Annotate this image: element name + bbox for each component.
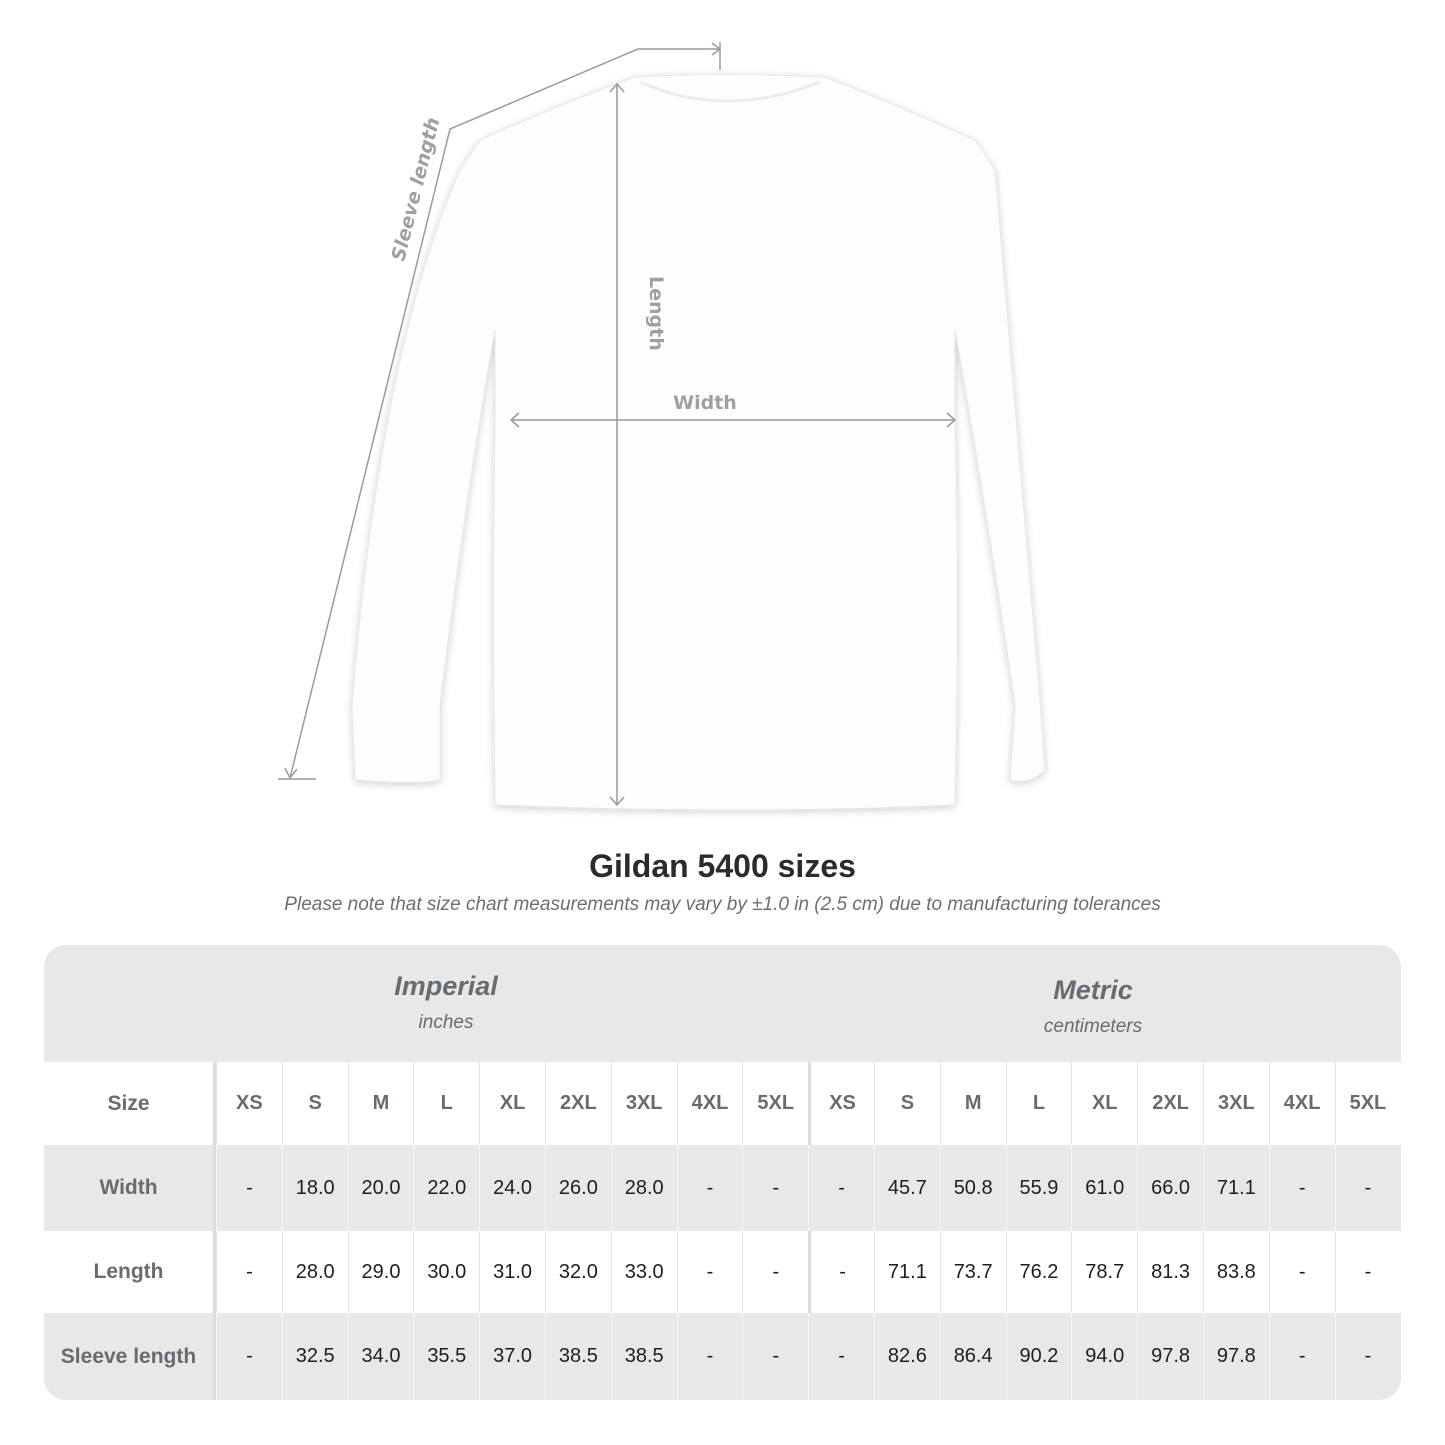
table-cell: 20.0 — [347, 1145, 414, 1231]
table-cell: 34.0 — [347, 1313, 414, 1400]
table-cell: 33.0 — [610, 1231, 677, 1313]
table-cell: 71.1 — [873, 1231, 940, 1313]
table-cell: 22.0 — [413, 1145, 479, 1231]
table-cell: 81.3 — [1137, 1231, 1203, 1313]
length-label: Length — [645, 276, 667, 351]
table-cell: 28.0 — [281, 1231, 348, 1313]
size-column-header: 3XL — [610, 1062, 677, 1145]
size-column-header: 4XL — [676, 1062, 743, 1145]
table-cell: 86.4 — [939, 1313, 1006, 1400]
shirt-illustration — [351, 74, 1046, 811]
table-cell: - — [216, 1231, 282, 1313]
table-cell: - — [742, 1313, 808, 1400]
imperial-title: Imperial — [394, 971, 498, 1001]
table-cell: - — [1268, 1145, 1335, 1231]
size-table: Imperial inches Metric centimeters Size X… — [44, 945, 1401, 1400]
table-cell: 32.5 — [281, 1313, 348, 1400]
size-column-header: 5XL — [742, 1062, 808, 1145]
table-cell: - — [676, 1145, 743, 1231]
table-cell: - — [808, 1313, 874, 1400]
table-cell: - — [676, 1313, 743, 1400]
size-column-header: 5XL — [1334, 1062, 1401, 1145]
table-cell: 28.0 — [610, 1145, 677, 1231]
table-cell: - — [216, 1145, 282, 1231]
imperial-header: Imperial inches — [216, 971, 676, 1034]
size-column-header: M — [347, 1062, 414, 1145]
table-cell: 78.7 — [1071, 1231, 1137, 1313]
table-cell: 50.8 — [939, 1145, 1006, 1231]
table-cell: - — [1268, 1313, 1335, 1400]
table-cell: 66.0 — [1137, 1145, 1203, 1231]
size-column-header: 2XL — [1137, 1062, 1203, 1145]
table-row: Sleeve length -32.5 34.0 35.5 37.0 38.5 38.5- -… — [44, 1313, 1401, 1400]
table-cell: 38.5 — [544, 1313, 611, 1400]
table-cell: - — [1334, 1231, 1401, 1313]
table-cell: 83.8 — [1202, 1231, 1269, 1313]
table-cell: 31.0 — [479, 1231, 545, 1313]
row-label: Length — [44, 1231, 216, 1313]
table-cell: 61.0 — [1071, 1145, 1137, 1231]
size-column-header: 3XL — [1202, 1062, 1269, 1145]
table-cell: 30.0 — [413, 1231, 479, 1313]
table-cell: 38.5 — [610, 1313, 677, 1400]
table-cell: 73.7 — [939, 1231, 1006, 1313]
size-column-header: XL — [1071, 1062, 1137, 1145]
table-cell: - — [1334, 1313, 1401, 1400]
size-column-header: 4XL — [1268, 1062, 1335, 1145]
table-cell: - — [742, 1145, 808, 1231]
tolerance-note: Please note that size chart measurements… — [284, 894, 1161, 915]
table-cell: 71.1 — [1202, 1145, 1269, 1231]
table-cell: 90.2 — [1005, 1313, 1072, 1400]
size-column-header: XS — [216, 1062, 282, 1145]
shirt-diagram: Sleeve length Length Width — [278, 42, 1046, 811]
table-cell: 97.8 — [1202, 1313, 1269, 1400]
row-label: Sleeve length — [44, 1313, 216, 1400]
table-cell: 94.0 — [1071, 1313, 1137, 1400]
table-cell: - — [216, 1313, 282, 1400]
table-cell: - — [742, 1231, 808, 1313]
table-cell: 18.0 — [281, 1145, 348, 1231]
metric-title: Metric — [1053, 975, 1133, 1005]
size-column-header: S — [873, 1062, 940, 1145]
table-cell: 37.0 — [479, 1313, 545, 1400]
size-column-header: 2XL — [544, 1062, 611, 1145]
width-label: Width — [673, 392, 737, 414]
size-column-header: XS — [808, 1062, 874, 1145]
table-cell: 32.0 — [544, 1231, 611, 1313]
page-title: Gildan 5400 sizes — [589, 848, 856, 884]
size-column-header: S — [281, 1062, 348, 1145]
size-column-header: M — [939, 1062, 1006, 1145]
table-cell: 45.7 — [873, 1145, 940, 1231]
table-cell: - — [676, 1231, 743, 1313]
table-cell: - — [808, 1231, 874, 1313]
unit-header — [44, 945, 1401, 1062]
table-cell: 76.2 — [1005, 1231, 1072, 1313]
size-header-row: Size XS S M L XL 2XL 3XL 4XL 5XL XS S M L XL 2XL 3XL 4XL 5… — [44, 1062, 1401, 1145]
table-row: Length -28.0 29.0 30.0 31.0 32.0 33.0- - -71.1 73… — [44, 1231, 1401, 1313]
size-label: Size — [44, 1062, 216, 1145]
table-cell: 55.9 — [1005, 1145, 1072, 1231]
size-column-header: L — [1005, 1062, 1072, 1145]
row-label: Width — [44, 1145, 216, 1231]
imperial-unit: inches — [418, 1012, 474, 1033]
table-cell: - — [1334, 1145, 1401, 1231]
table-cell: - — [1268, 1231, 1335, 1313]
table-cell: - — [808, 1145, 874, 1231]
metric-header: Metric centimeters — [808, 975, 1378, 1038]
table-cell: 24.0 — [479, 1145, 545, 1231]
table-cell: 35.5 — [413, 1313, 479, 1400]
size-column-header: XL — [479, 1062, 545, 1145]
size-column-header: L — [413, 1062, 479, 1145]
table-cell: 82.6 — [873, 1313, 940, 1400]
table-row: Width -18.0 20.0 22.0 24.0 26.0 28.0- - -45.7 50.… — [44, 1145, 1401, 1231]
table-cell: 26.0 — [544, 1145, 611, 1231]
metric-unit: centimeters — [1043, 1016, 1143, 1037]
table-cell: 29.0 — [347, 1231, 414, 1313]
table-cell: 97.8 — [1137, 1313, 1203, 1400]
